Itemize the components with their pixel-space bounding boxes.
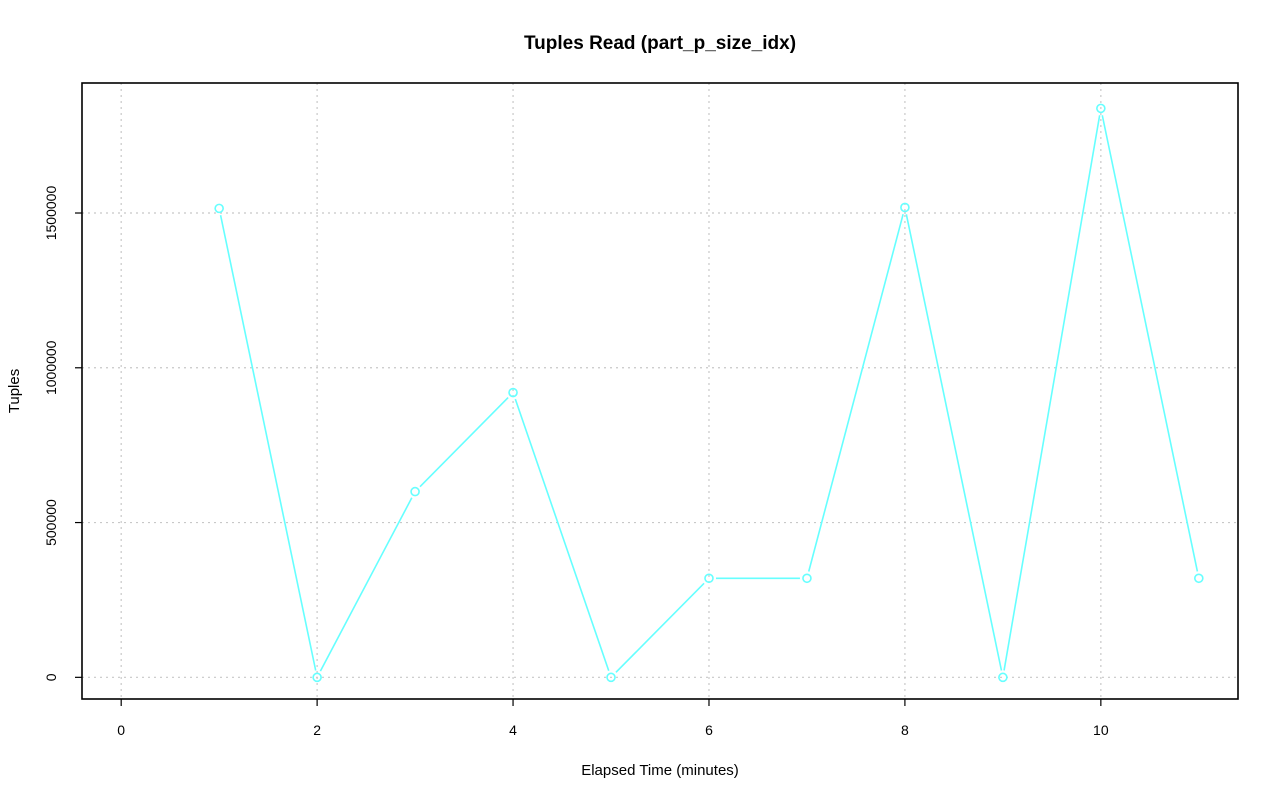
x-tick-label: 6 <box>705 722 713 738</box>
data-point <box>508 387 518 398</box>
plot-frame <box>81 82 1239 700</box>
x-tick-label: 0 <box>117 722 125 738</box>
grid <box>82 83 1238 699</box>
y-axis-label: Tuples <box>6 369 23 413</box>
data-point <box>606 672 616 683</box>
y-tick-label: 0 <box>43 673 59 681</box>
chart-title: Tuples Read (part_p_size_idx) <box>524 33 796 54</box>
series-line-segment <box>1101 115 1199 572</box>
data-point <box>704 573 714 584</box>
y-tick-label: 1500000 <box>43 186 59 241</box>
data-point <box>1096 103 1106 114</box>
y-tick-label: 500000 <box>43 499 59 546</box>
x-tick-label: 10 <box>1093 722 1109 738</box>
y-tick-label: 1000000 <box>43 340 59 395</box>
series-line-segment <box>514 398 610 671</box>
series-line-segment <box>807 214 904 572</box>
series-line-segment <box>615 582 705 673</box>
series-line-segment <box>319 497 413 672</box>
data-point <box>998 672 1008 683</box>
series-line-segment <box>905 214 1003 671</box>
x-axis: 0 2 4 6 8 10 <box>117 699 1109 738</box>
x-tick-label: 8 <box>901 722 909 738</box>
series-line-segment <box>1003 115 1101 671</box>
data-point <box>1194 573 1204 584</box>
data-point <box>214 203 224 214</box>
data-point <box>410 486 420 497</box>
data-point <box>802 573 812 584</box>
y-axis: 0 500000 1000000 1500000 <box>43 186 82 681</box>
x-tick-label: 2 <box>313 722 321 738</box>
series-line-segment <box>219 215 317 671</box>
x-tick-label: 4 <box>509 722 517 738</box>
data-point <box>312 672 322 683</box>
x-axis-label: Elapsed Time (minutes) <box>581 762 739 779</box>
data-point <box>900 202 910 213</box>
series-line-segment <box>419 396 509 488</box>
series-layer <box>214 103 1204 683</box>
